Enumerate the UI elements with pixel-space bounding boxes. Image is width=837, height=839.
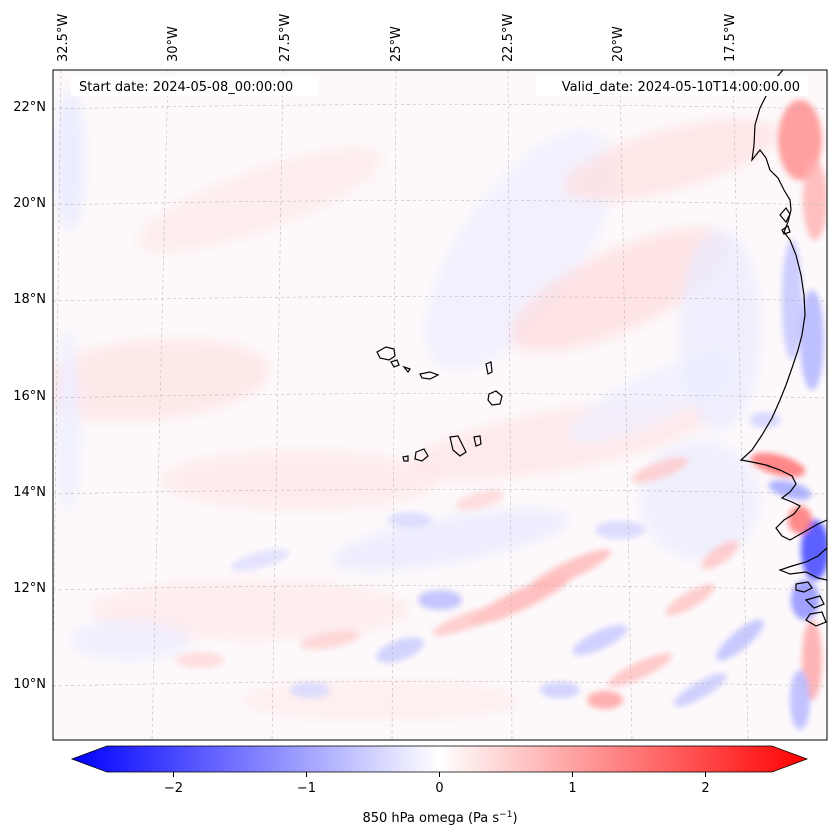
lat-label-12n: 12°N (13, 581, 46, 596)
lat-label-22n: 22°N (13, 100, 46, 115)
lat-label-18n: 18°N (13, 292, 46, 307)
lon-label-17-5w: 17.5°W (723, 14, 738, 62)
colorbar-label-main: 850 hPa omega (Pa s (362, 811, 499, 826)
lon-label-22-5w: 22.5°W (501, 14, 516, 62)
bissagos-islands (795, 581, 827, 627)
coastlines (376, 70, 827, 627)
lon-label-27-5w: 27.5°W (278, 14, 293, 62)
colorbar-tick-label: 1 (568, 781, 576, 796)
colorbar-ticks: −2 −1 0 1 2 (164, 772, 710, 796)
island-brava (402, 455, 409, 462)
colorbar-label-sup: −1 (499, 810, 512, 820)
parallel-12n (53, 585, 827, 591)
colorbar-body (70, 745, 809, 773)
meridian-20w (619, 70, 633, 740)
lat-label-10n: 10°N (13, 677, 46, 692)
island-sao-nicolau (419, 371, 440, 380)
colorbar-tick-label: 2 (701, 781, 709, 796)
lon-label-30w: 30°W (166, 26, 181, 62)
parallel-22n (53, 104, 827, 110)
island-santa-luzia (402, 365, 411, 374)
map-frame (52, 69, 828, 741)
colorbar-tick-label: −2 (164, 781, 183, 796)
parallel-14n (53, 489, 827, 495)
meridian-25w (391, 70, 397, 740)
lon-label-25w: 25°W (389, 26, 404, 62)
latitude-labels: 22°N 20°N 18°N 16°N 14°N 12°N 10°N (13, 100, 46, 692)
start-date-label: Start date: 2024-05-08_00:00:00 (79, 80, 293, 95)
island-fogo (414, 448, 429, 462)
island-sal (485, 361, 493, 375)
valid-date-box (536, 76, 808, 96)
island-maio (473, 435, 482, 447)
meridian-17-5w (732, 70, 749, 740)
african-coastline (739, 70, 827, 541)
colorbar-tick-label: 0 (435, 781, 443, 796)
start-date-box (71, 76, 319, 96)
meridian-27-5w (271, 70, 284, 740)
parallel-10n (53, 681, 827, 687)
island-boa-vista (487, 390, 503, 406)
valid-date-label: Valid_date: 2024-05-10T14:00:00.00 (562, 80, 800, 95)
meridian-30w (151, 70, 169, 740)
lon-label-20w: 20°W (611, 26, 626, 62)
parallel-18n (53, 296, 827, 302)
omega-field (53, 90, 827, 730)
island-sao-vicente (390, 359, 400, 368)
lat-label-20n: 20°N (13, 196, 46, 211)
island-santiago (449, 435, 467, 457)
colorbar-label: 850 hPa omega (Pa s−1) (362, 810, 517, 826)
colorbar: −2 −1 0 1 2 850 hPa omega (Pa s−1) (70, 745, 809, 826)
island-santo-antao (376, 346, 396, 361)
lat-label-16n: 16°N (13, 389, 46, 404)
meridian-22-5w (507, 70, 513, 740)
map-panel (52, 69, 828, 741)
coastal-inlet-north (779, 207, 791, 235)
parallel-16n (53, 393, 827, 399)
lat-label-14n: 14°N (13, 485, 46, 500)
guinea-coastline (778, 547, 827, 581)
longitude-labels: 32.5°W 30°W 27.5°W 25°W 22.5°W 20°W 17.5… (56, 14, 738, 62)
colorbar-tick-label: −1 (297, 781, 316, 796)
parallel-20n (53, 200, 827, 206)
colorbar-label-end: ) (512, 811, 517, 826)
graticule (53, 70, 827, 740)
lon-label-32-5w: 32.5°W (56, 14, 71, 62)
date-annotations: Start date: 2024-05-08_00:00:00 Valid_da… (71, 76, 808, 96)
